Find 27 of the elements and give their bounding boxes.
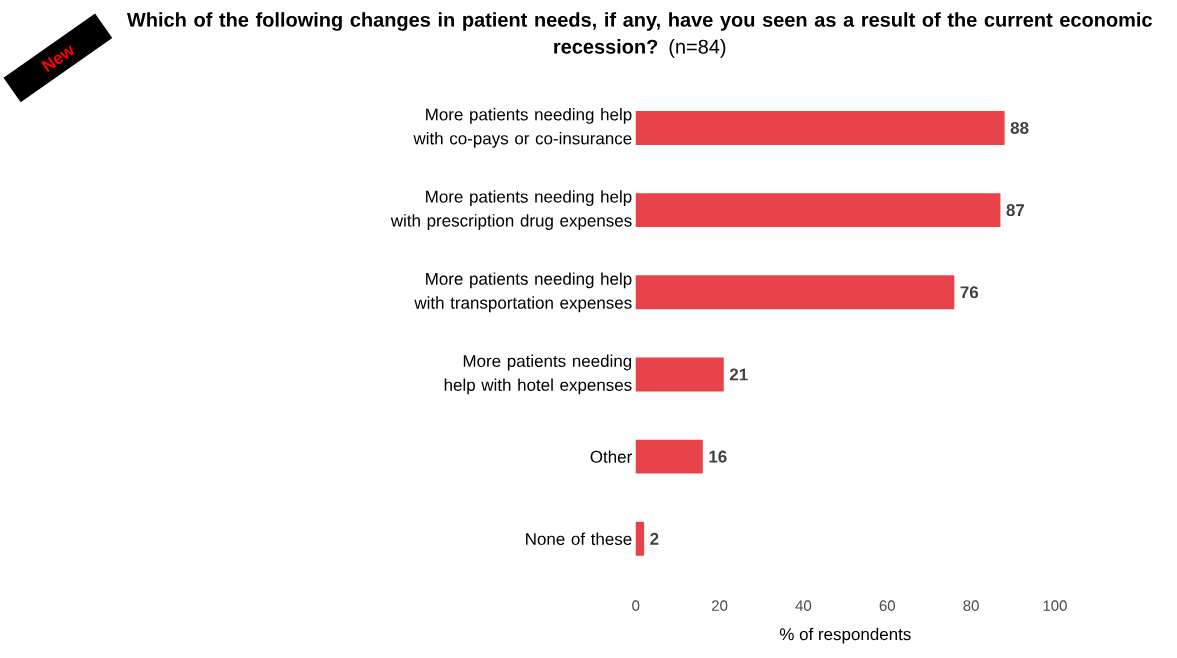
bar [635,439,703,474]
y-tick-label: More patients needing help with co-pays or co-insurance [413,108,632,148]
x-tick-label: 40 [795,600,812,612]
y-tick-label: More patients needing help with hotel expenses [444,354,632,395]
text: New [41,45,74,73]
x-tick-label: 0 [632,600,640,612]
bar [635,111,1005,146]
bar [635,193,1001,228]
data-label: 87 [1006,204,1025,217]
data-label: 76 [960,286,979,299]
data-label: 21 [729,368,748,381]
bar [635,275,955,310]
y-tick-label: Other [590,450,632,463]
y-tick-label: More patients needing help with transportation expenses [414,272,632,313]
bar [635,521,645,556]
data-label: 16 [709,450,727,463]
data-label: 2 [650,533,659,545]
x-axis-title: % of respondents [779,627,911,644]
x-tick-label: 100 [1043,600,1067,612]
bar [635,357,724,392]
y-tick-label: More patients needing help with prescription drug expenses [390,190,632,231]
y-tick-label: None of these [526,532,632,546]
chart-title: Which of the following changes in patient needs, if any, have you seen as a result of the current economic recession? (n=84) [126,12,1152,58]
x-tick-label: 80 [963,600,979,612]
x-tick-label: 60 [879,600,895,612]
x-tick-label: 20 [712,600,728,612]
data-label: 88 [1010,122,1029,135]
